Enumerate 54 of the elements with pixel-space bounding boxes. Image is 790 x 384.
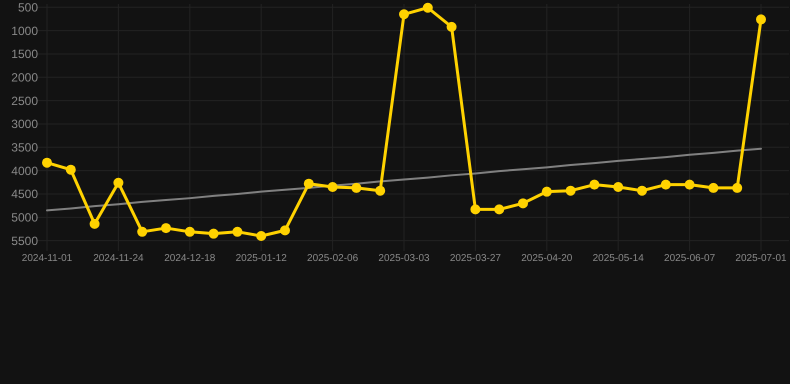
point (161, 223, 171, 234)
point (66, 164, 76, 175)
x-tick-label: 2025-03-27 (450, 253, 502, 264)
point (732, 182, 742, 193)
point (90, 218, 100, 229)
x-tick-label: 2024-12-18 (164, 253, 216, 264)
point (399, 9, 409, 20)
point (660, 180, 671, 190)
point (542, 186, 552, 197)
x-tick-label: 2025-05-14 (592, 253, 644, 264)
point (232, 226, 242, 237)
point (494, 204, 504, 214)
point (637, 186, 647, 196)
x-tick-label: 2024-11-01 (22, 253, 73, 264)
point (589, 180, 600, 190)
x-tick-label: 2025-01-12 (236, 253, 288, 264)
x-tick-label: 2025-03-03 (378, 253, 430, 264)
y-tick-label: 2500 (11, 94, 38, 108)
point (422, 2, 433, 13)
y-tick-label: 500 (18, 0, 38, 14)
point (446, 22, 457, 32)
point (351, 182, 362, 193)
point (708, 182, 718, 193)
point (518, 198, 528, 208)
y-tick-label: 5000 (11, 210, 38, 225)
y-tick-label: 5500 (11, 234, 38, 248)
point (756, 14, 766, 24)
point (328, 182, 338, 192)
point (613, 182, 624, 192)
point (470, 204, 480, 214)
y-tick-label: 1500 (11, 47, 38, 62)
y-tick-label: 2000 (11, 70, 38, 84)
y-tick-label: 4000 (11, 164, 38, 178)
point (304, 178, 314, 189)
y-tick-label: 4500 (11, 187, 38, 202)
point (113, 178, 124, 188)
x-tick-label: 2025-04-20 (521, 253, 573, 264)
y-tick-label: 3000 (11, 117, 38, 132)
point (566, 186, 576, 196)
point (375, 186, 386, 196)
point (256, 231, 266, 241)
x-tick-label: 2025-02-06 (307, 253, 359, 264)
point (184, 226, 195, 237)
x-tick-label: 2024-11-24 (93, 253, 144, 264)
x-tick-label: 2025-07-01 (735, 253, 788, 264)
x-tick-label: 2025-06-07 (664, 253, 716, 264)
point (42, 158, 52, 168)
point (137, 226, 148, 237)
line-series (46, 148, 762, 212)
point (684, 180, 695, 190)
y-tick-label: 3500 (11, 140, 38, 155)
point (280, 225, 290, 236)
point (208, 228, 219, 239)
y-tick-label: 1000 (11, 24, 38, 38)
